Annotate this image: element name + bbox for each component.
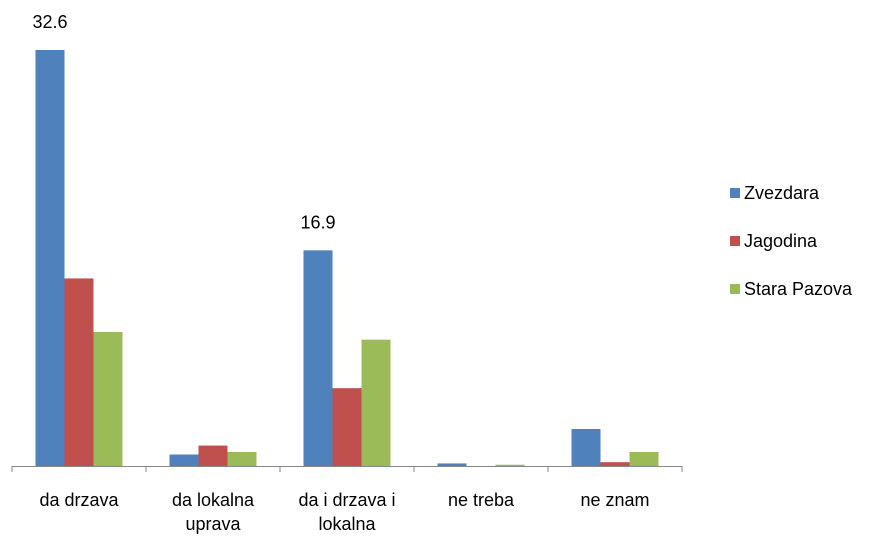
x-tick-label: da drzava — [39, 490, 119, 510]
bar — [361, 339, 391, 466]
x-tick-label: ne treba — [447, 490, 515, 510]
bar — [629, 451, 659, 466]
bar — [169, 454, 199, 466]
bar — [571, 428, 601, 466]
bar — [64, 278, 94, 466]
bar — [35, 50, 65, 466]
x-tick-label: ne znam — [580, 490, 650, 510]
x-tick-label: da lokalna uprava — [171, 490, 255, 534]
bar — [93, 332, 123, 466]
bar — [495, 464, 525, 466]
legend-swatch — [730, 188, 740, 198]
bar — [198, 445, 228, 466]
bar — [303, 250, 333, 466]
legend-label: Jagodina — [744, 231, 818, 251]
bar — [227, 451, 257, 466]
legend-swatch — [730, 284, 740, 294]
legend-swatch — [730, 236, 740, 246]
bar — [600, 462, 630, 466]
data-label: 32.6 — [32, 12, 67, 32]
bar — [437, 463, 467, 466]
bar — [332, 388, 362, 466]
data-label: 16.9 — [300, 212, 335, 232]
x-tick-label: da i drzava i lokalna — [298, 490, 396, 534]
legend-label: Stara Pazova — [744, 279, 853, 299]
legend-label: Zvezdara — [744, 183, 820, 203]
